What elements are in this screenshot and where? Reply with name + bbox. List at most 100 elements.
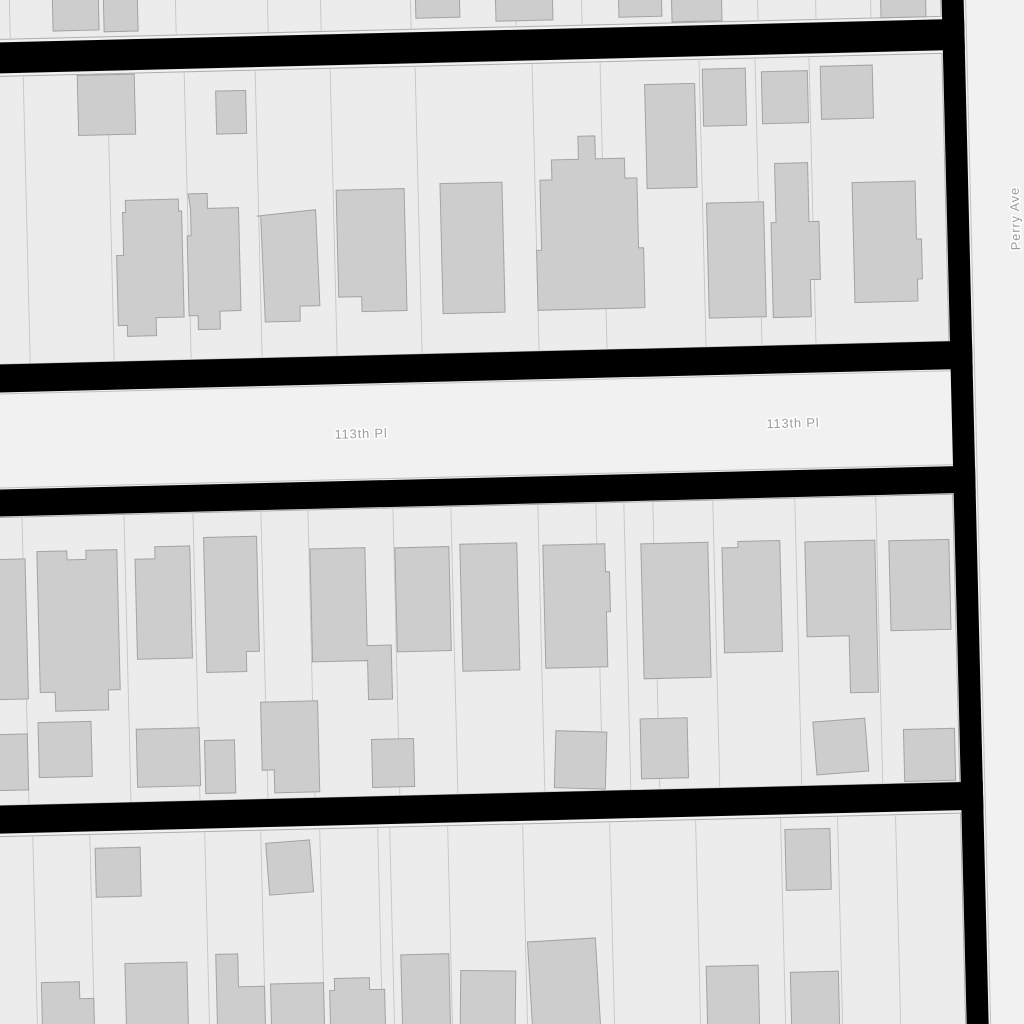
building-footprint [644,82,698,190]
building-footprint [617,0,663,18]
parcel-boundary-line [794,499,803,786]
parcel-boundary-line [579,0,583,25]
building-footprint [269,982,326,1024]
building-footprint [640,541,712,680]
building-footprint [309,547,394,701]
parcel-boundary-line [712,501,721,788]
building-footprint [705,964,761,1024]
building-footprint [335,188,408,313]
parcel-boundary-line [875,497,884,784]
parcel-boundary-line [522,824,530,1024]
parcel-boundary-line [808,57,817,344]
building-footprint [888,538,952,632]
parcel-boundary-line [265,0,269,32]
parcel-boundary-line [408,0,412,29]
parcel-boundary-line [537,505,546,792]
building-footprint [701,67,748,127]
parcel-boundary-line [377,828,385,1024]
building-footprint [36,549,121,712]
road-casing [0,465,976,518]
street-edge-line [0,369,973,397]
building-footprint [414,0,461,19]
building-footprint [784,827,832,891]
building-footprint [879,0,927,19]
parcel-boundary-line [89,835,97,1024]
building-footprint [851,180,923,304]
parcel-boundary-line [32,836,40,1024]
block-c [0,812,968,1024]
parcel-boundary-line [698,60,707,347]
building-footprint [256,209,321,323]
building-footprint [40,981,97,1024]
parcel-boundary-line [623,503,632,790]
road-casing [0,340,973,395]
parcel-boundary-line [7,0,11,39]
building-footprint [819,64,874,120]
building-footprint [116,198,185,337]
parcel-boundary-line [22,76,31,363]
street-edge-line [963,0,993,1024]
street-label-113th-pl-west: 113th Pl [334,425,387,441]
parcel-boundary-line [868,0,872,18]
building-footprint [902,727,957,782]
building-footprint [526,937,603,1024]
parcel-boundary-line [450,507,459,794]
building-footprint [536,135,646,311]
street-label-perry-ave: Perry Ave [1007,187,1024,251]
parcel-boundary-line [204,832,212,1024]
building-footprint [400,953,452,1024]
building-footprint [670,0,723,23]
building-footprint [0,558,29,701]
building-footprint [639,717,690,780]
road-casing [0,18,965,76]
parcel-boundary-line [319,829,327,1024]
road-casing [939,0,991,1024]
building-footprint [394,546,452,653]
parcel-boundary-line [780,818,788,1024]
building-footprint [203,739,237,795]
building-footprint [135,727,202,788]
building-footprint [265,839,315,896]
building-footprint [459,969,517,1024]
building-footprint [51,0,100,32]
street-edge-line [0,463,975,490]
building-footprint [494,0,554,22]
parcel-boundary-line [318,0,322,31]
building-footprint [186,192,242,331]
building-footprint [134,545,193,660]
building-footprint [37,720,93,779]
building-footprint [789,970,841,1024]
building-footprint [721,539,783,654]
road-casing [0,781,984,835]
building-footprint [553,730,608,790]
parcel-boundary-line [414,67,423,354]
parcel-boundary-line [447,826,455,1024]
building-footprint [804,539,880,694]
building-footprint [459,542,521,672]
parcel-boundary-line [813,0,817,19]
building-footprint [215,953,267,1024]
parcel-boundary-line [123,515,132,802]
building-footprint [124,961,191,1024]
building-footprint [102,0,139,33]
building-footprint [94,846,142,898]
building-footprint [260,700,321,794]
building-footprint [770,162,821,319]
parcel-boundary-line [260,831,268,1024]
parcel-boundary-line [254,71,263,358]
building-footprint [203,535,260,674]
building-footprint [215,89,248,135]
street-label-113th-pl-east: 113th Pl [766,415,819,431]
parcel-boundary-line [173,0,177,35]
parcel-boundary-line [389,828,397,1024]
building-footprint [706,201,767,319]
building-footprint [542,543,611,669]
building-footprint [0,733,30,792]
parcel-boundary-line [895,815,903,1024]
parcel-boundary-line [329,69,338,356]
building-footprint [812,717,870,776]
parcel-boundary-line [695,820,703,1024]
